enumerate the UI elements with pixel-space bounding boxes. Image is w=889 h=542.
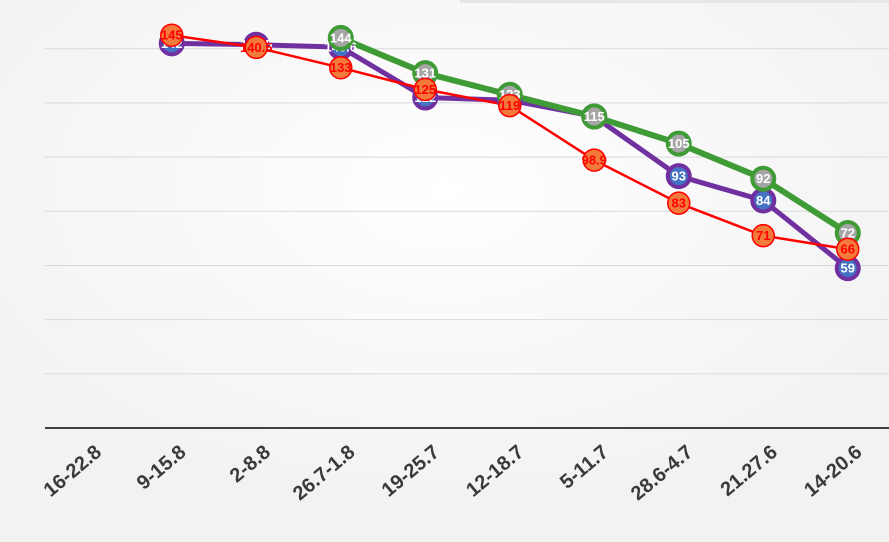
marker (413, 77, 437, 102)
marker (665, 130, 692, 157)
marker (836, 237, 860, 261)
data-label: 93 (672, 169, 686, 184)
data-label: 98.9 (582, 153, 607, 168)
data-label: 119 (499, 98, 520, 113)
data-label: 144 (330, 30, 352, 45)
data-label: 140.5 (240, 40, 273, 55)
data-label: 66 (841, 242, 855, 257)
marker (665, 163, 692, 190)
marker (329, 55, 353, 80)
marker (581, 103, 608, 130)
marker (750, 165, 777, 192)
marker (751, 223, 775, 248)
marker (582, 148, 606, 172)
data-label: 133 (330, 60, 352, 75)
data-label: 72 (841, 225, 855, 240)
data-label: 71 (756, 228, 770, 243)
marker (160, 23, 184, 47)
data-label: 83 (672, 196, 686, 211)
data-label: 115 (584, 109, 605, 124)
marker (244, 35, 268, 60)
marker (327, 24, 354, 51)
marker (498, 93, 522, 118)
data-label: 92 (756, 171, 770, 186)
top-strip (460, 0, 889, 3)
data-label: 131 (414, 66, 436, 81)
data-label: 125 (414, 82, 436, 97)
marker (667, 191, 691, 215)
data-label: 59 (841, 261, 855, 276)
data-label: 145 (161, 28, 183, 43)
data-label: 105 (668, 136, 690, 151)
data-label: 84 (756, 193, 771, 208)
